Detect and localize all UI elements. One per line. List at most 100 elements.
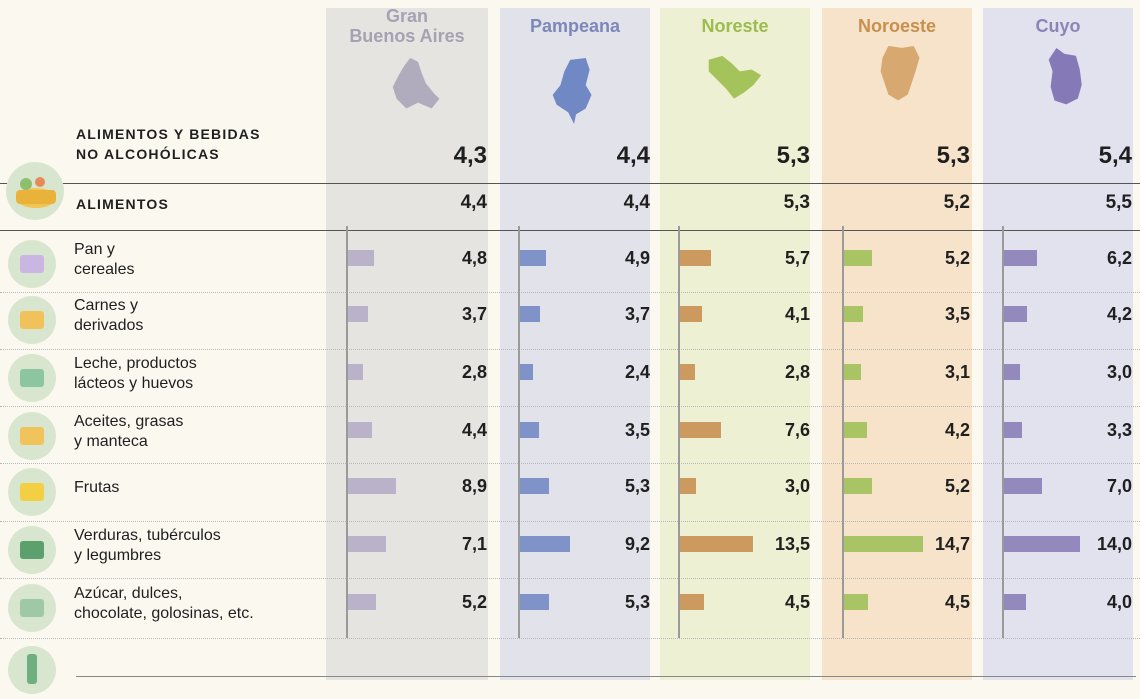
data-label: 14,7 [934,534,970,554]
bar [348,594,376,610]
food-value: 4,4 [623,192,650,213]
row-divider [0,349,1140,350]
row-divider [0,292,1140,293]
bar [844,306,863,322]
bar [680,306,702,322]
bar [348,364,363,380]
noreste-map-icon [708,55,762,99]
food-value: 4,4 [460,192,487,213]
bar [348,250,374,266]
bar [1004,594,1026,610]
row-divider [0,183,1140,184]
milk-icon [8,354,56,402]
bar [844,478,872,494]
data-label: 4,9 [624,248,650,268]
data-label: 3,7 [461,304,487,324]
group-value: 4,4 [616,142,650,169]
bread-icon [8,240,56,288]
data-label: 5,2 [944,476,970,496]
region-header-1: Pampeana [529,16,621,36]
bar [348,422,372,438]
data-label: 3,0 [1106,362,1132,382]
bar [348,478,396,494]
region-header-3: Noroeste [857,16,937,36]
data-label: 13,5 [774,534,810,554]
group-value: 5,3 [776,142,810,169]
data-label: 4,8 [461,248,487,268]
data-label: 9,2 [624,534,650,554]
bar [680,250,711,266]
data-label: 4,2 [944,420,970,440]
bar [520,536,570,552]
region-header-2: Noreste [701,16,769,36]
group-value: 5,3 [936,142,970,169]
region-column-bg [326,8,488,680]
data-label: 3,5 [944,304,970,324]
bar [680,422,721,438]
category-label: Leche, productos lácteos y huevos [74,355,197,392]
data-label: 4,5 [784,592,810,612]
data-label: 7,6 [784,420,810,440]
bar [1004,306,1027,322]
bar-axis [678,226,680,638]
food-value: 5,2 [943,192,970,213]
data-label: 5,3 [624,592,650,612]
data-label: 14,0 [1096,534,1132,554]
bottle-icon [8,646,56,694]
data-label: 6,2 [1106,248,1132,268]
bar [1004,478,1042,494]
region-shape [1048,47,1082,105]
data-label: 3,1 [944,362,970,382]
noroeste-map-icon [880,45,920,101]
bar [1004,536,1080,552]
data-label: 5,7 [784,248,810,268]
cuyo-map-icon [1048,47,1082,105]
bar [680,594,704,610]
region-header-0: Gran Buenos Aires [349,6,465,46]
row-divider [0,230,1140,231]
data-label: 7,1 [461,534,487,554]
region-shape [880,45,920,101]
bar [520,364,533,380]
data-label: 4,5 [944,592,970,612]
bar [348,536,386,552]
group-label: ALIMENTOS Y BEBIDAS NO ALCOHÓLICAS [76,126,261,162]
bar [844,422,867,438]
category-label: Frutas [74,479,120,496]
pampeana-map-icon [552,57,592,125]
bar [844,594,868,610]
bar [680,364,695,380]
bar [1004,364,1020,380]
category-label: Carnes y derivados [74,297,144,334]
category-label: Aceites, grasas y manteca [74,413,184,450]
region-column-bg [822,8,972,680]
food-value: 5,5 [1105,192,1132,213]
data-label: 4,2 [1106,304,1132,324]
bar [520,306,540,322]
data-label: 3,5 [624,420,650,440]
data-label: 7,0 [1106,476,1132,496]
region-shape [392,57,440,109]
data-label: 4,1 [784,304,810,324]
bar [1004,250,1037,266]
row-divider [0,406,1140,407]
food-value: 5,3 [783,192,810,213]
sweets-icon [8,584,56,632]
bar [520,594,549,610]
bar-axis [518,226,520,638]
bar-axis [1002,226,1004,638]
region-column-bg [983,8,1133,680]
bar-axis [346,226,348,638]
category-label: Verduras, tubérculos y legumbres [74,527,221,564]
region-column-bg [500,8,650,680]
bar [680,536,753,552]
category-label: Pan y cereales [74,241,135,278]
data-label: 3,3 [1106,420,1132,440]
category-label: Azúcar, dulces, chocolate, golosinas, et… [74,585,254,622]
region-shape [708,55,762,99]
group-value: 5,4 [1098,142,1132,169]
data-label: 2,4 [624,362,650,382]
data-label: 2,8 [784,362,810,382]
bar [844,364,861,380]
data-label: 5,3 [624,476,650,496]
